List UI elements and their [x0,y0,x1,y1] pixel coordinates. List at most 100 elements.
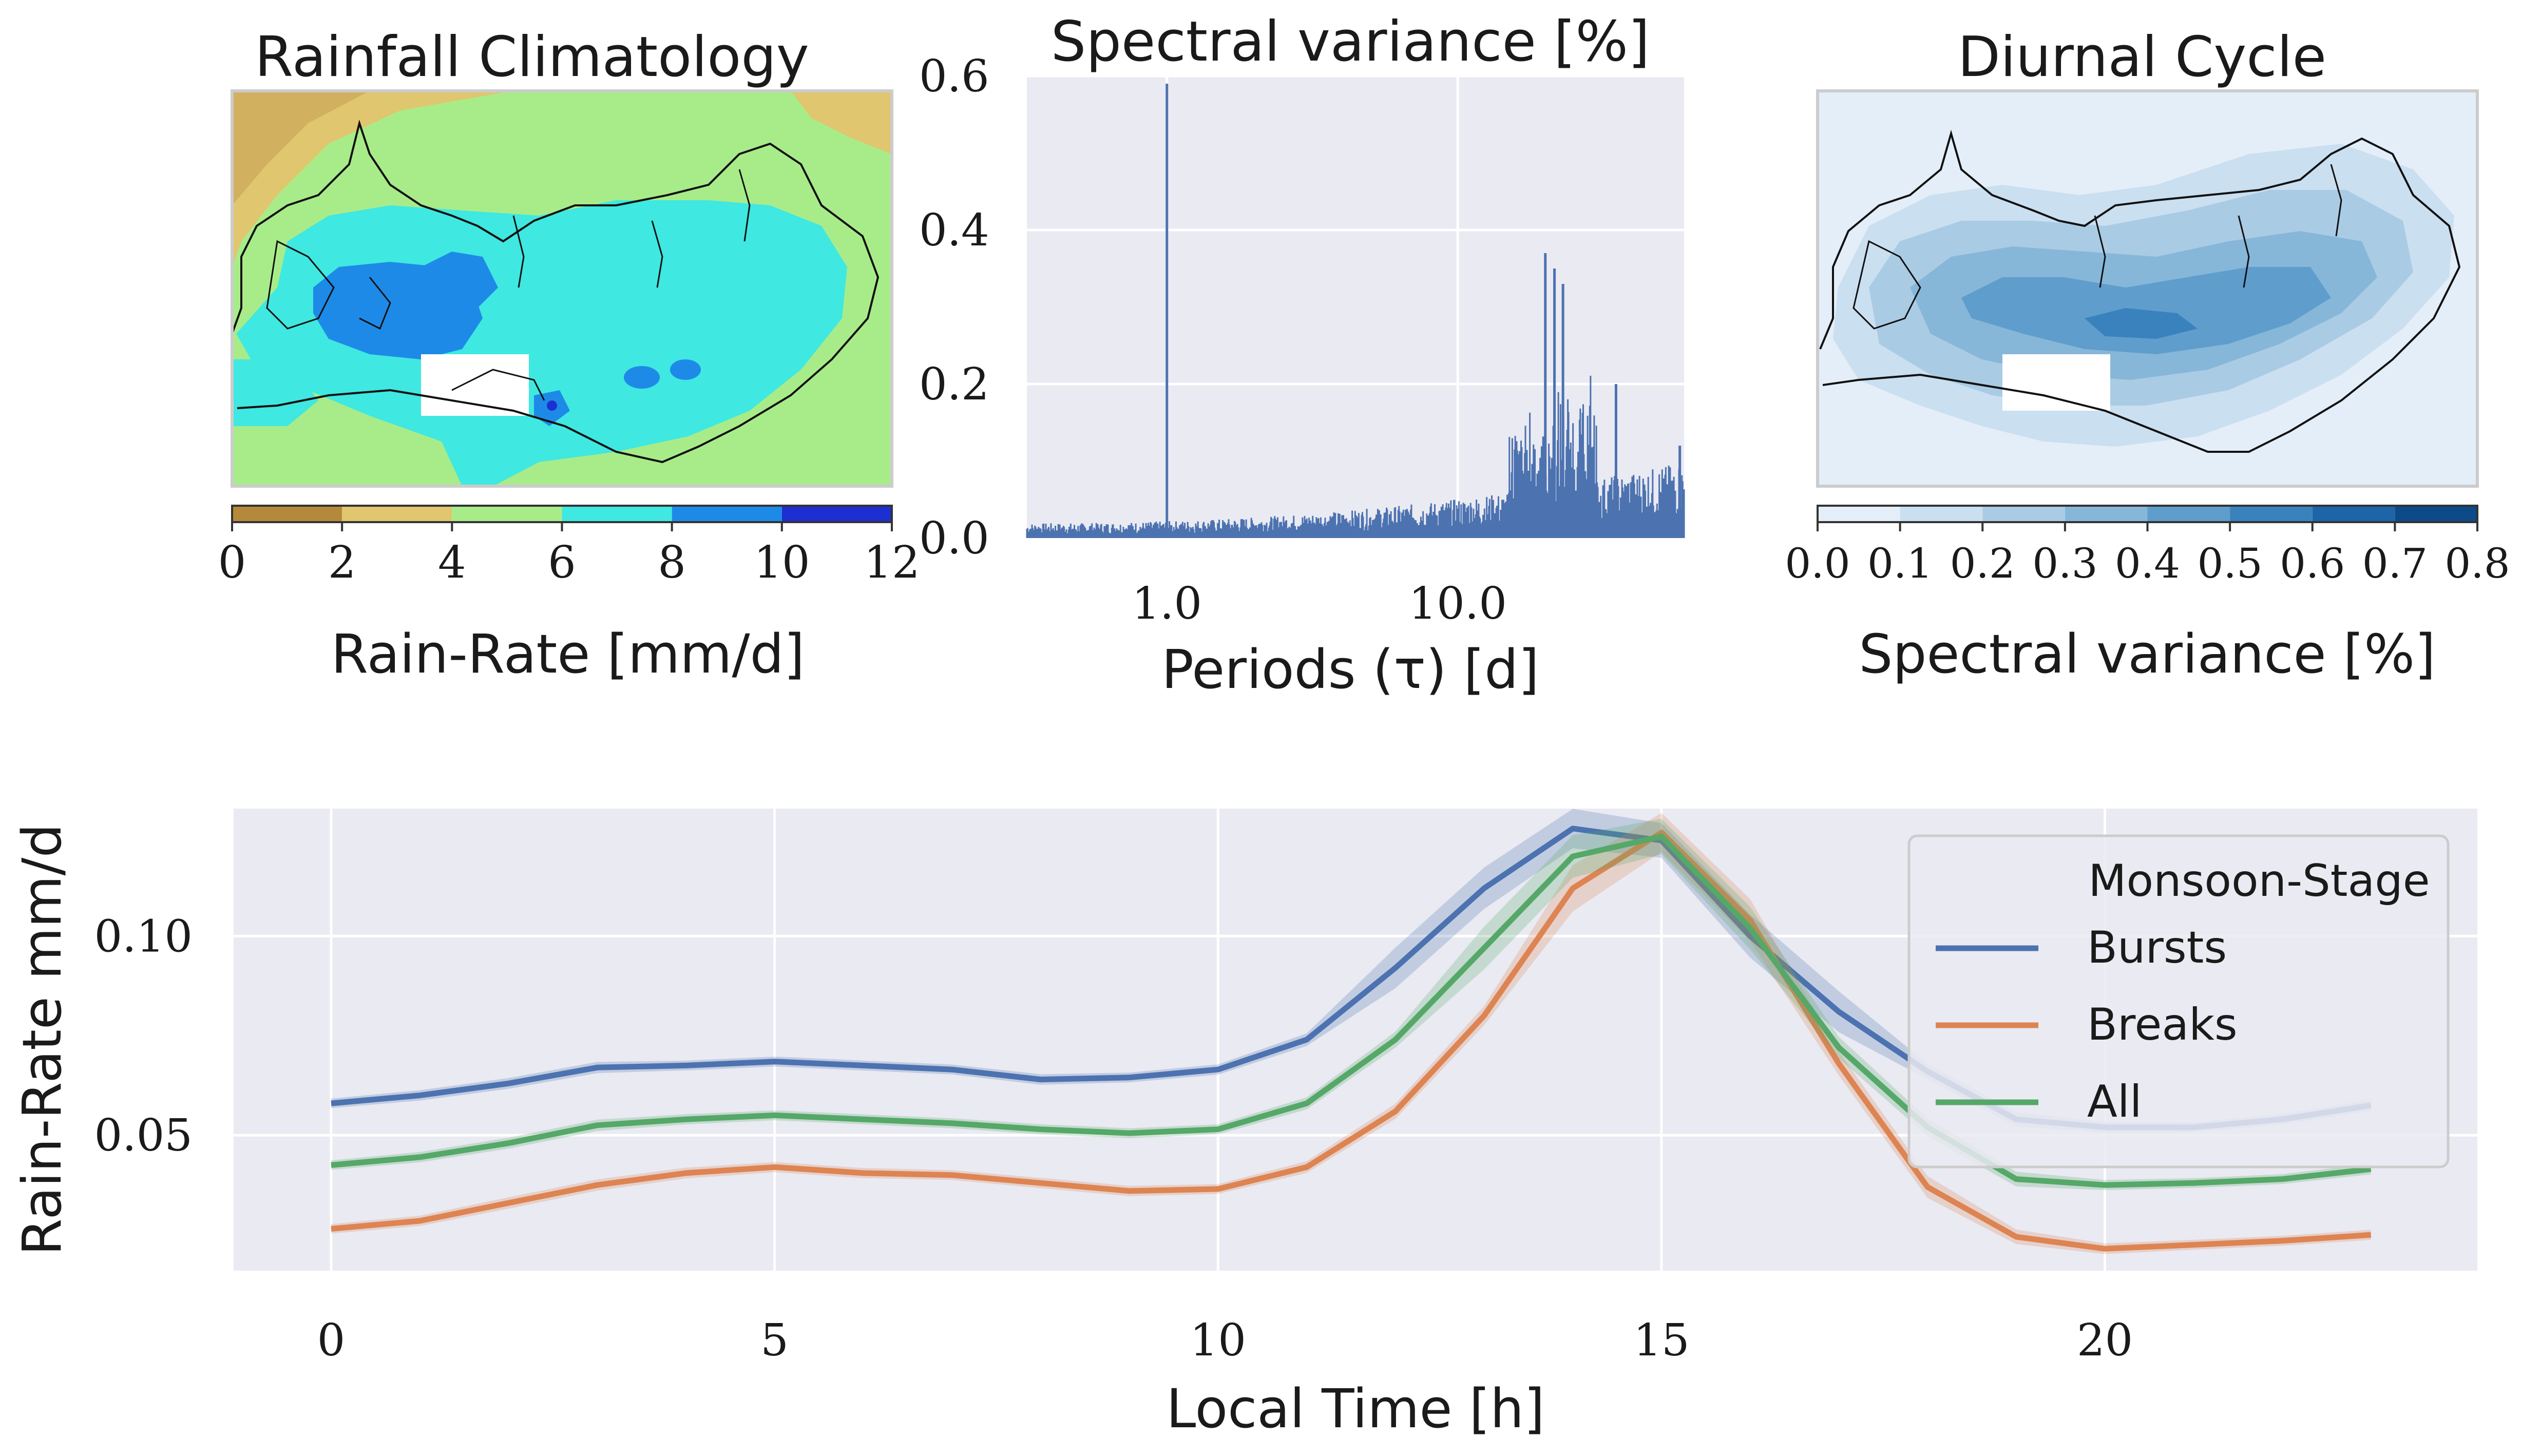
rainfall-colorbar: 0 2 4 6 8 10 12 [218,505,920,588]
colorbar-tick-label: 0.8 [2444,540,2510,587]
spectral-y-tick-label: 0.0 [919,513,989,564]
diurnal-masked-region [2002,354,2110,411]
rainfall-map-frame [231,89,893,488]
inland-border-b [359,277,391,330]
contour-0-2-northwest [232,91,370,205]
line-y-tick-label: 0.10 [94,911,193,962]
colorbar-tick-label: 0.1 [1867,540,1933,587]
spectral-variance-title: Spectral variance [%] [1051,10,1650,74]
spectral-x-ticks: 1.0 10.0 [1132,578,1507,629]
colorbar-tick-label: 2 [328,537,356,588]
spectral-plot-area [1027,76,1684,538]
island-coast [451,369,545,401]
colorbar-tick-label: 6 [548,537,576,588]
inland-border-a [266,240,335,330]
colorbar-swatch [1982,506,2065,522]
line-x-tick-label: 10 [1190,1315,1246,1366]
line-x-tick-label: 20 [2077,1315,2133,1366]
legend-title: Monsoon-Stage [2088,855,2430,907]
line-x-ticks: 0 5 10 15 20 [317,1315,2133,1366]
spectral-x-tick-label: 10.0 [1408,578,1506,629]
diurnal-river-a [2094,215,2106,288]
line-x-label: Local Time [h] [1166,1377,1544,1440]
colorbar-swatch [1900,506,1983,522]
contour-2-4-northeast [791,91,892,154]
colorbar-swatch [342,506,452,522]
series-line-breaks [331,830,2372,1252]
line-x-tick-label: 5 [760,1315,789,1366]
colorbar-swatch [2230,506,2313,522]
spectral-y-ticks: 0.0 0.2 0.4 0.6 [919,51,989,564]
diurnal-cycle-title: Diurnal Cycle [1958,25,2326,89]
spectral-x-tick-label: 1.0 [1132,578,1202,629]
colorbar-tick-label: 8 [658,537,686,588]
spectral-y-tick-label: 0.6 [919,51,989,102]
colorbar-tick-label: 0.3 [2032,540,2097,587]
diurnal-colorbar: 0.0 0.1 0.2 0.3 0.4 0.5 0.6 0.7 0.8 [1785,505,2510,587]
line-x-tick-label: 0 [317,1315,346,1366]
coastline [232,119,880,464]
diurnal-colorbar-label: Spectral variance [%] [1859,623,2435,685]
colorbar-tick-label: 12 [864,537,920,588]
rainfall-climatology-title: Rainfall Climatology [255,25,809,89]
line-legend: Monsoon-Stage Bursts Breaks All [1907,834,2450,1168]
colorbar-swatch [2395,506,2477,522]
colorbar-swatch [2312,506,2395,522]
contour-6-8-west [232,359,318,426]
spectral-y-tick-label: 0.2 [919,359,989,410]
river-a [512,215,525,288]
diurnal-map-frame [1816,89,2479,488]
colorbar-tick-label: 0.5 [2198,540,2263,587]
diurnal-map [1818,91,2477,486]
colorbar-tick-label: 0.7 [2362,540,2428,587]
contour-8-10-east-b [670,359,701,380]
river-b [651,220,663,288]
rainfall-map [232,91,892,486]
colorbar-swatch [452,506,562,522]
contour-10-12-coast [547,400,557,411]
line-y-label: Rain-Rate mm/d [11,823,73,1255]
river-c [738,169,751,242]
colorbar-tick-label: 0.2 [1950,540,2015,587]
contour-8-10-central [421,252,498,308]
colorbar-tick-label: 0.6 [2280,540,2345,587]
diurnal-coastline [1819,129,2461,453]
colorbar-tick-label: 4 [438,537,466,588]
colorbar-swatch [2147,506,2230,522]
line-y-ticks: 0.05 0.10 [94,911,193,1161]
spectral-x-label: Periods (τ) [d] [1161,638,1539,701]
colorbar-swatch [232,506,342,522]
colorbar-swatch [1818,506,1900,522]
legend-label-breaks: Breaks [2087,999,2238,1050]
colorbar-tick-label: 10 [754,537,810,588]
spectral-y-tick-label: 0.4 [919,205,989,256]
diurnal-river-c [2330,164,2342,237]
line-x-tick-label: 15 [1633,1315,1689,1366]
contour-2-4-northwest [232,91,513,267]
legend-label-bursts: Bursts [2087,922,2227,973]
spectral-bars [1026,84,1685,538]
colorbar-swatch [672,506,782,522]
line-y-tick-label: 0.05 [94,1110,193,1161]
contour-8-10-east-a [624,366,660,389]
diurnal-contour-0-5 [2085,308,2198,339]
spectral-variance-panel: Spectral variance [%] 0.0 0.2 0.4 0.6 1.0 10… [919,10,1685,701]
colorbar-swatch [562,506,672,522]
rain-rate-line-panel: 0 5 10 15 20 0.05 0.10 Local Time [h] Rain-Ra… [11,809,2477,1440]
rainfall-climatology-panel: Rainfall Climatology [218,25,920,685]
diurnal-river-b [2238,215,2250,288]
colorbar-swatch [2065,506,2148,522]
legend-box [1907,834,2450,1168]
masked-region [421,354,529,416]
legend-items: Bursts Breaks All [1936,922,2238,1127]
colorbar-tick-label: 0 [218,537,246,588]
rainfall-colorbar-label: Rain-Rate [mm/d] [331,623,805,685]
spectral-background-bars [1026,375,1685,538]
colorbar-tick-label: 0.4 [2115,540,2180,587]
colorbar-swatch [781,506,892,522]
diurnal-cycle-panel: Diurnal Cycle 0.0 0.1 0.2 0.3 0.4 0.5 0.6 0.7 0.… [1785,25,2510,685]
colorbar-tick-label: 0.0 [1785,540,1850,587]
diurnal-inland-border [1852,240,1921,330]
legend-label-all: All [2087,1076,2142,1127]
